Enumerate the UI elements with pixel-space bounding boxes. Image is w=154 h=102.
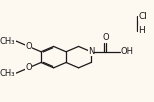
Text: CH₃: CH₃ — [0, 69, 15, 78]
Text: OH: OH — [121, 47, 134, 56]
Text: O: O — [25, 63, 32, 72]
Text: Cl: Cl — [138, 12, 147, 21]
Text: CH₃: CH₃ — [0, 37, 15, 46]
Text: N: N — [88, 47, 94, 56]
Text: O: O — [102, 33, 109, 42]
Text: H: H — [138, 26, 145, 35]
Text: O: O — [25, 42, 32, 51]
